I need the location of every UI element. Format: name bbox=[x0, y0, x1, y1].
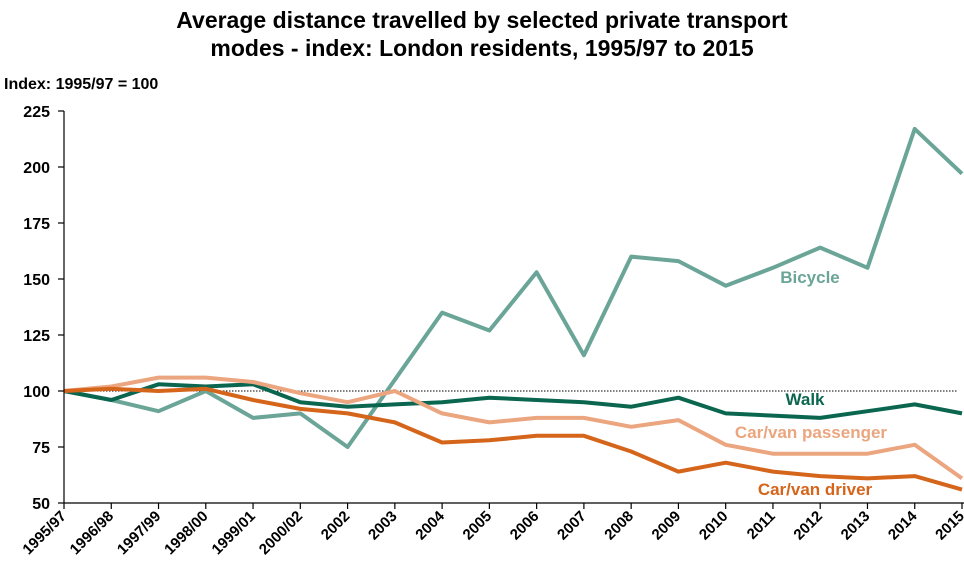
x-tick-label: 2012 bbox=[790, 508, 826, 544]
chart-title-line-2: modes - index: London residents, 1995/97… bbox=[210, 35, 754, 61]
x-tick-label: 1995/97 bbox=[19, 508, 69, 558]
x-tick-label: 1996/98 bbox=[67, 508, 117, 558]
y-tick-label: 175 bbox=[23, 216, 50, 233]
y-tick-label: 100 bbox=[23, 384, 50, 401]
x-tick-label: 2003 bbox=[365, 508, 401, 544]
series-label-car-van-driver: Car/van driver bbox=[758, 480, 873, 499]
series-line-car-van-driver bbox=[63, 386, 963, 492]
x-tick-label: 2002 bbox=[318, 508, 354, 544]
x-tick-label: 1999/01 bbox=[209, 508, 259, 558]
x-tick-label: 1998/00 bbox=[161, 508, 211, 558]
y-tick-label: 75 bbox=[32, 440, 50, 457]
series-line-walk bbox=[63, 382, 963, 420]
x-tick-label: 2015 bbox=[932, 508, 964, 544]
y-tick-label: 200 bbox=[23, 160, 50, 177]
x-tick-label: 2011 bbox=[744, 508, 779, 543]
x-tick-label: 2008 bbox=[601, 508, 637, 544]
x-tick-label: 2004 bbox=[412, 507, 448, 543]
x-tick-label: 1997/99 bbox=[114, 508, 164, 558]
x-tick-label: 2007 bbox=[554, 508, 590, 544]
x-tick-label: 2005 bbox=[460, 508, 496, 544]
y-axis-unit-label: Index: 1995/97 = 100 bbox=[4, 76, 159, 93]
y-tick-label: 125 bbox=[23, 328, 50, 345]
series-label-car-van-passenger: Car/van passenger bbox=[735, 423, 888, 442]
series-line-car-van-passenger bbox=[63, 375, 964, 481]
x-tick-label: 2009 bbox=[649, 508, 685, 544]
chart-title-line-1: Average distance travelled by selected p… bbox=[176, 7, 788, 33]
chart-title: Average distance travelled by selected p… bbox=[0, 6, 964, 62]
series-layer bbox=[63, 126, 964, 492]
x-tick-label: 2010 bbox=[696, 508, 732, 544]
y-tick-label: 150 bbox=[23, 272, 50, 289]
series-label-bicycle: Bicycle bbox=[780, 268, 840, 287]
x-tick-label: 2013 bbox=[838, 508, 874, 544]
series-labels-layer: Bicycle Walk Car/van passenger Car/van driv… bbox=[735, 268, 888, 499]
y-tick-label: 50 bbox=[32, 496, 50, 513]
y-tick-label: 225 bbox=[23, 104, 50, 121]
series-line-bicycle bbox=[63, 126, 964, 449]
x-tick-label: 2006 bbox=[507, 508, 543, 544]
x-tick-label: 2000/02 bbox=[256, 508, 306, 558]
x-tick-label: 2014 bbox=[885, 507, 921, 543]
series-label-walk: Walk bbox=[785, 390, 825, 409]
